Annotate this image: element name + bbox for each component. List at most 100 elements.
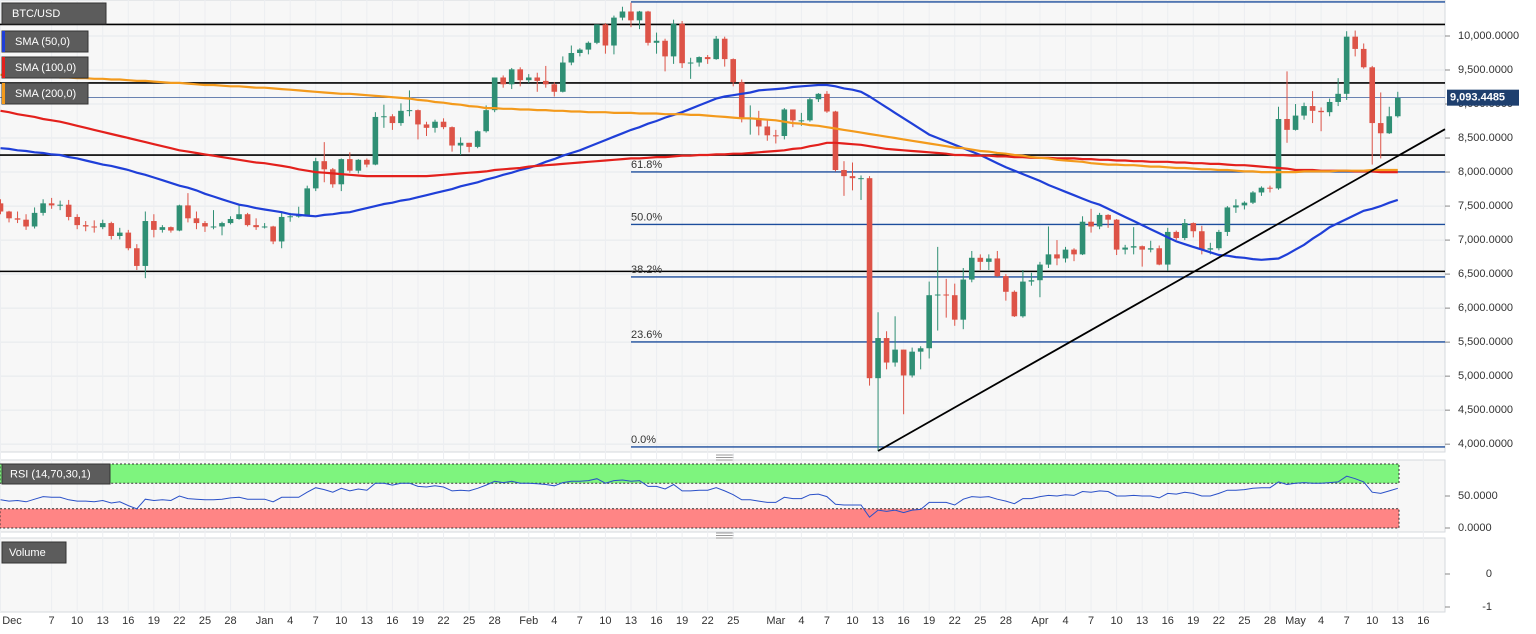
y-tick-label: 5,000.0000 <box>1458 370 1513 382</box>
fib-label: 61.8% <box>631 159 662 171</box>
candle-body <box>23 219 29 227</box>
x-tick-label: 19 <box>148 615 160 627</box>
candle-body <box>1130 246 1137 248</box>
candle-body <box>824 93 830 112</box>
x-tick-label: 19 <box>1187 615 1199 627</box>
candle-body <box>244 214 251 226</box>
candle-body <box>1020 281 1026 317</box>
legend-title: RSI (14,70,30,1) <box>10 468 91 480</box>
y-tick-label: -1 <box>1482 601 1492 613</box>
candle-body <box>0 203 4 212</box>
legend-label: SMA (50,0) <box>15 36 70 48</box>
x-tick-label: 25 <box>727 615 739 627</box>
y-tick-label: 8,000.0000 <box>1458 166 1513 178</box>
candle-body <box>773 135 779 137</box>
x-tick-label: 7 <box>49 615 55 627</box>
candle-body <box>372 116 379 165</box>
x-tick-label: 22 <box>437 615 449 627</box>
legend-swatch <box>2 31 5 52</box>
candle-body <box>1045 254 1052 265</box>
last-price-label: 9,093.4485 <box>1450 92 1505 104</box>
candle-body <box>730 59 737 83</box>
candle-body <box>1250 192 1256 203</box>
x-tick-label: Feb <box>519 615 538 627</box>
candle-body <box>807 99 813 121</box>
y-tick-label: 7,000.0000 <box>1458 234 1513 246</box>
x-tick-label: 13 <box>97 615 109 627</box>
candle-body <box>619 11 626 18</box>
candle-body <box>815 93 822 100</box>
candle-body <box>1181 223 1188 239</box>
rsi-line <box>0 475 1398 518</box>
x-tick-label: 10 <box>1366 615 1378 627</box>
legend-box[interactable] <box>1 541 67 564</box>
candle-body <box>236 214 242 219</box>
candle-body <box>65 204 72 217</box>
candle-body <box>764 126 771 136</box>
candle-body <box>636 11 643 21</box>
legend-box[interactable] <box>1 2 107 25</box>
y-tick-label: 9,500.0000 <box>1458 64 1513 76</box>
x-tick-label: 7 <box>577 615 583 627</box>
candle-body <box>1241 202 1248 206</box>
candle-body <box>568 52 575 63</box>
candle-body <box>1011 291 1018 317</box>
candle-body <box>517 69 524 81</box>
candle-body <box>1079 221 1086 255</box>
candle-body <box>1156 248 1163 265</box>
candle-body <box>704 57 711 60</box>
candle-body <box>1386 116 1393 134</box>
candle-body <box>900 349 907 376</box>
y-tick-label: 10,000.0000 <box>1458 30 1519 42</box>
candle-body <box>278 216 285 242</box>
candle-body <box>1105 214 1111 220</box>
candle-body <box>1199 231 1205 250</box>
candle-body <box>525 77 532 81</box>
x-tick-label: 28 <box>224 615 236 627</box>
candle-body <box>415 110 421 125</box>
candle-body <box>1173 231 1180 239</box>
candle-body <box>1352 36 1358 49</box>
candle-body <box>432 121 438 128</box>
candle-body <box>14 218 21 220</box>
y-tick-label: 6,500.0000 <box>1458 268 1513 280</box>
candle-body <box>457 142 464 146</box>
x-tick-label: 22 <box>173 615 185 627</box>
candle-body <box>951 295 958 320</box>
x-tick-label: 10 <box>599 615 611 627</box>
legend-box[interactable] <box>1 463 111 485</box>
candle-body <box>1258 187 1265 193</box>
x-tick-label: 10 <box>846 615 858 627</box>
x-tick-label: 4 <box>798 615 804 627</box>
candle-body <box>1335 93 1341 102</box>
x-tick-label: 13 <box>625 615 637 627</box>
candle-body <box>534 77 541 81</box>
candle-body <box>91 226 98 228</box>
x-tick-label: Jan <box>256 615 274 627</box>
candle-body <box>1113 219 1120 250</box>
trend-line[interactable] <box>877 128 1446 452</box>
candle-body <box>48 203 55 206</box>
x-tick-label: 16 <box>650 615 662 627</box>
candle-body <box>560 62 566 92</box>
x-tick-label: 16 <box>122 615 134 627</box>
y-tick-label: 4,000.0000 <box>1458 438 1513 450</box>
candle-body <box>381 116 387 118</box>
candle-body <box>790 109 796 121</box>
x-tick-label: 13 <box>872 615 884 627</box>
y-tick-label: 5,500.0000 <box>1458 336 1513 348</box>
candle-body <box>653 40 660 43</box>
candle-body <box>500 77 506 85</box>
candle-body <box>57 204 63 206</box>
candle-body <box>74 216 80 226</box>
x-tick-label: 22 <box>702 615 714 627</box>
candle-body <box>832 111 839 171</box>
panel-grip[interactable] <box>716 454 734 539</box>
candle-body <box>738 82 745 119</box>
candle-body <box>917 348 924 352</box>
candle-body <box>253 225 259 228</box>
x-tick-label: 19 <box>412 615 424 627</box>
candle-body <box>687 62 694 64</box>
x-tick-label: 10 <box>71 615 83 627</box>
